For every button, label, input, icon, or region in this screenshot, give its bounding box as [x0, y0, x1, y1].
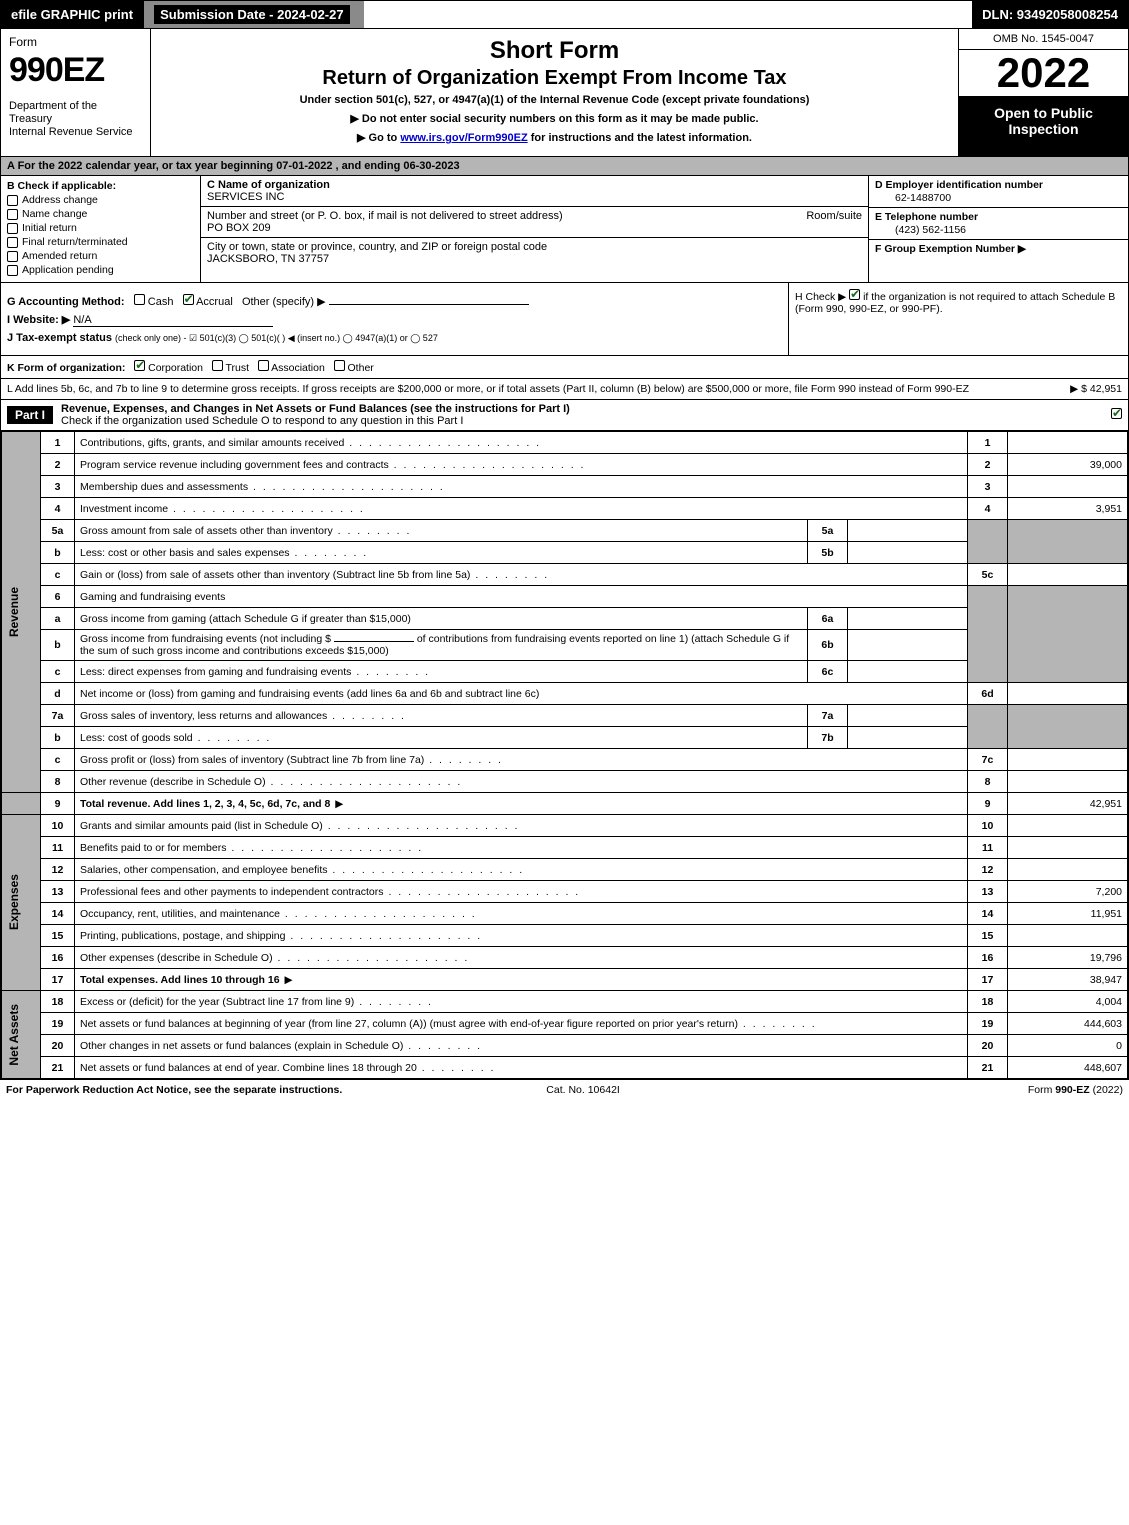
website-value: N/A [73, 314, 273, 327]
g-h-i-j-block: G Accounting Method: Cash Accrual Other … [1, 283, 1128, 356]
department-label: Department of the Treasury Internal Reve… [9, 100, 142, 140]
table-row: 17Total expenses. Add lines 10 through 1… [2, 969, 1128, 991]
goto-note: ▶ Go to www.irs.gov/Form990EZ for instru… [161, 131, 948, 144]
irs-link[interactable]: www.irs.gov/Form990EZ [400, 132, 527, 144]
telephone-value: (423) 562-1156 [875, 224, 1122, 236]
open-inspection: Open to Public Inspection [959, 97, 1128, 156]
table-row: 15Printing, publications, postage, and s… [2, 925, 1128, 947]
table-row: dNet income or (loss) from gaming and fu… [2, 683, 1128, 705]
column-d: D Employer identification number62-14887… [868, 176, 1128, 282]
chk-address-change[interactable] [7, 195, 18, 206]
table-row: 14Occupancy, rent, utilities, and mainte… [2, 903, 1128, 925]
chk-name-change[interactable] [7, 209, 18, 220]
table-row: 7aGross sales of inventory, less returns… [2, 705, 1128, 727]
chk-initial-return[interactable] [7, 223, 18, 234]
line-l: L Add lines 5b, 6c, and 7b to line 9 to … [1, 379, 1128, 400]
table-row: 2Program service revenue including gover… [2, 454, 1128, 476]
chk-trust[interactable] [212, 360, 223, 371]
table-row: aGross income from gaming (attach Schedu… [2, 608, 1128, 630]
table-row: Revenue 1Contributions, gifts, grants, a… [2, 432, 1128, 454]
table-row: 12Salaries, other compensation, and empl… [2, 859, 1128, 881]
column-c: C Name of organizationSERVICES INC Numbe… [201, 176, 868, 282]
chk-other-org[interactable] [334, 360, 345, 371]
group-exemption: F Group Exemption Number ▶ [875, 243, 1026, 255]
form-number: 990EZ [9, 51, 142, 90]
table-row: 3Membership dues and assessments3 [2, 476, 1128, 498]
line-k: K Form of organization: Corporation Trus… [1, 356, 1128, 379]
short-form-title: Short Form [161, 37, 948, 65]
expenses-side-label: Expenses [7, 874, 21, 930]
info-block: B Check if applicable: Address change Na… [1, 176, 1128, 283]
table-row: 5aGross amount from sale of assets other… [2, 520, 1128, 542]
table-row: cGain or (loss) from sale of assets othe… [2, 564, 1128, 586]
efile-print-label[interactable]: efile GRAPHIC print [1, 1, 143, 28]
chk-amended-return[interactable] [7, 251, 18, 262]
chk-cash[interactable] [134, 294, 145, 305]
paperwork-notice: For Paperwork Reduction Act Notice, see … [6, 1084, 342, 1096]
table-row: cLess: direct expenses from gaming and f… [2, 661, 1128, 683]
table-row: 11Benefits paid to or for members11 [2, 837, 1128, 859]
chk-schedule-o[interactable] [1111, 408, 1122, 419]
form-header: Form 990EZ Department of the Treasury In… [1, 29, 1128, 157]
omb-number: OMB No. 1545-0047 [959, 29, 1128, 50]
gross-receipts-amount: ▶ $ 42,951 [1070, 383, 1122, 395]
table-row: 9Total revenue. Add lines 1, 2, 3, 4, 5c… [2, 793, 1128, 815]
netassets-side-label: Net Assets [7, 1004, 21, 1066]
submission-date: Submission Date - 2024-02-27 [143, 1, 364, 28]
financial-table: Revenue 1Contributions, gifts, grants, a… [1, 431, 1128, 1079]
part-i-header: Part I Revenue, Expenses, and Changes in… [1, 400, 1128, 431]
city-state-zip: JACKSBORO, TN 37757 [207, 253, 329, 265]
header-center: Short Form Return of Organization Exempt… [151, 29, 958, 156]
table-row: cGross profit or (loss) from sales of in… [2, 749, 1128, 771]
catalog-number: Cat. No. 10642I [546, 1084, 620, 1096]
table-row: Net Assets 18Excess or (deficit) for the… [2, 991, 1128, 1013]
page-footer: For Paperwork Reduction Act Notice, see … [0, 1080, 1129, 1100]
column-b: B Check if applicable: Address change Na… [1, 176, 201, 282]
table-row: 6Gaming and fundraising events [2, 586, 1128, 608]
table-row: bGross income from fundraising events (n… [2, 630, 1128, 661]
subtitle: Under section 501(c), 527, or 4947(a)(1)… [161, 94, 948, 106]
form-footer-label: Form 990-EZ (2022) [1028, 1084, 1123, 1096]
line-h: H Check ▶ if the organization is not req… [788, 283, 1128, 355]
revenue-side-label: Revenue [7, 587, 21, 637]
form-container: efile GRAPHIC print Submission Date - 20… [0, 0, 1129, 1080]
table-row: Expenses 10Grants and similar amounts pa… [2, 815, 1128, 837]
table-row: 16Other expenses (describe in Schedule O… [2, 947, 1128, 969]
chk-final-return[interactable] [7, 237, 18, 248]
form-label: Form [9, 35, 142, 49]
table-row: 8Other revenue (describe in Schedule O)8 [2, 771, 1128, 793]
ein-value: 62-1488700 [875, 192, 1122, 204]
line-j: J Tax-exempt status (check only one) - ☑… [7, 332, 782, 344]
street-address: PO BOX 209 [207, 222, 271, 234]
line-g: G Accounting Method: Cash Accrual Other … [7, 294, 782, 308]
main-title: Return of Organization Exempt From Incom… [161, 67, 948, 90]
line-i: I Website: ▶ N/A [7, 313, 782, 327]
chk-association[interactable] [258, 360, 269, 371]
org-name: SERVICES INC [207, 191, 284, 203]
chk-application-pending[interactable] [7, 265, 18, 276]
line-a: A For the 2022 calendar year, or tax yea… [1, 157, 1128, 176]
table-row: bLess: cost or other basis and sales exp… [2, 542, 1128, 564]
table-row: 4Investment income43,951 [2, 498, 1128, 520]
table-row: 13Professional fees and other payments t… [2, 881, 1128, 903]
chk-accrual[interactable] [183, 294, 194, 305]
ssn-note: ▶ Do not enter social security numbers o… [161, 112, 948, 125]
table-row: 21Net assets or fund balances at end of … [2, 1057, 1128, 1079]
chk-corporation[interactable] [134, 360, 145, 371]
table-row: bLess: cost of goods sold7b [2, 727, 1128, 749]
chk-schedule-b[interactable] [849, 289, 860, 300]
dln-label: DLN: 93492058008254 [972, 1, 1128, 28]
table-row: 19Net assets or fund balances at beginni… [2, 1013, 1128, 1035]
table-row: 20Other changes in net assets or fund ba… [2, 1035, 1128, 1057]
top-bar: efile GRAPHIC print Submission Date - 20… [1, 1, 1128, 29]
header-right: OMB No. 1545-0047 2022 Open to Public In… [958, 29, 1128, 156]
header-left: Form 990EZ Department of the Treasury In… [1, 29, 151, 156]
tax-year: 2022 [959, 50, 1128, 97]
